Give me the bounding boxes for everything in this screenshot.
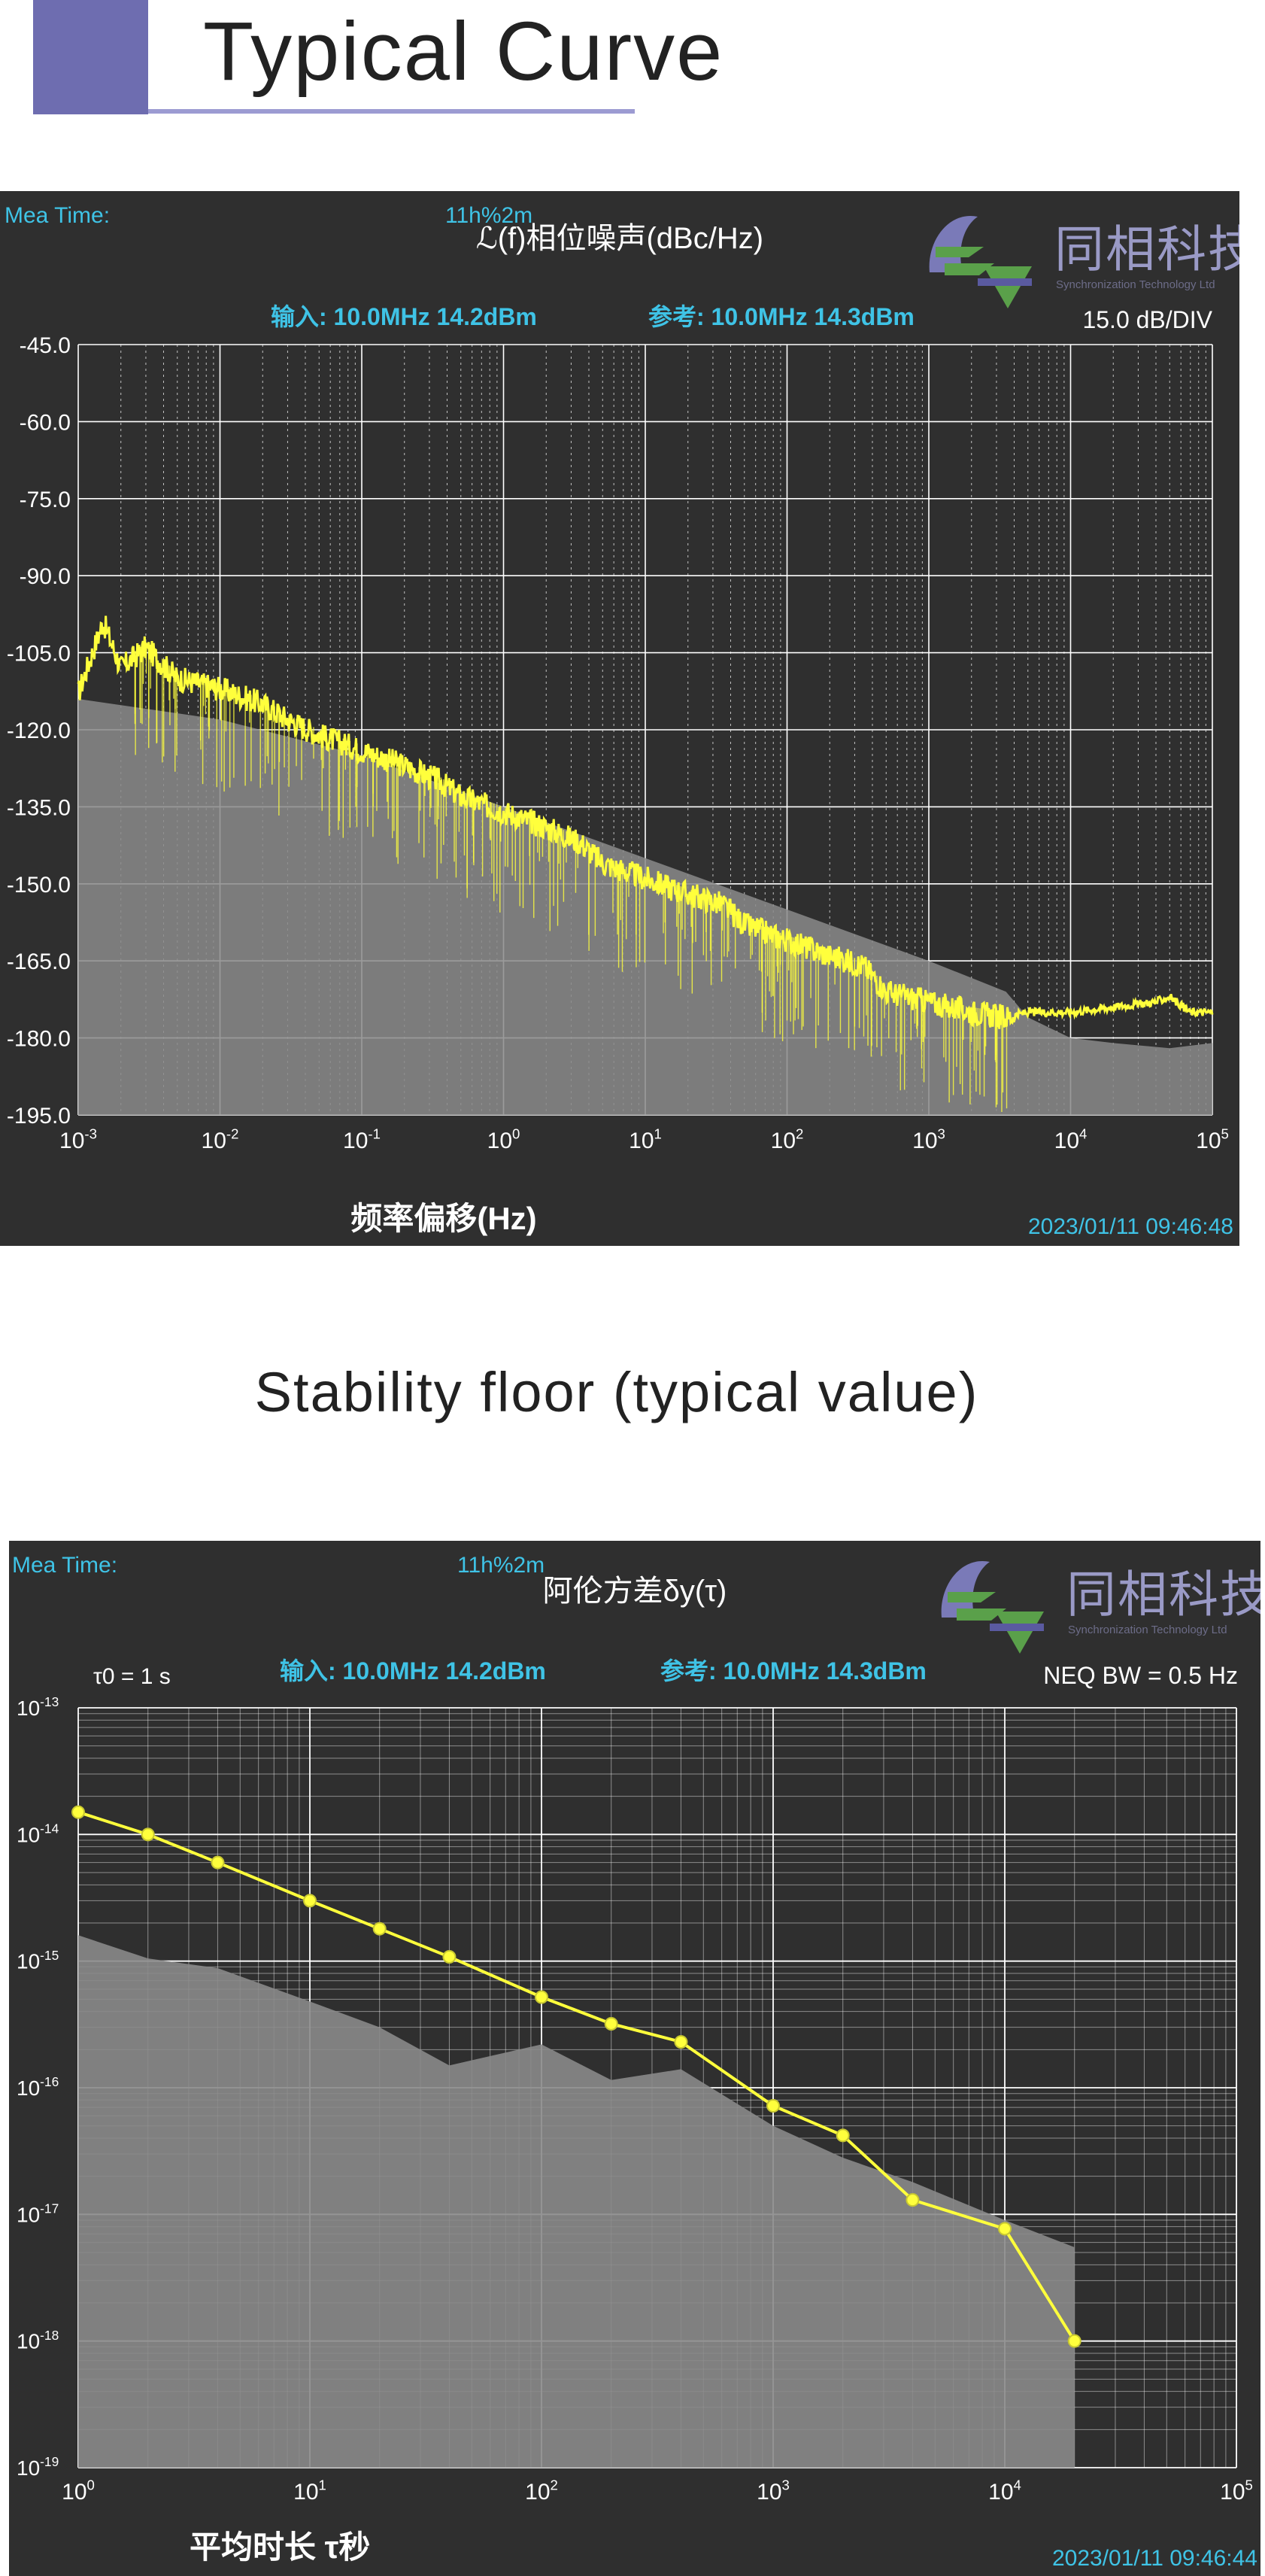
phase-y-tick-label: -105.0 <box>7 642 71 667</box>
allan-x-tick-label: 104 <box>988 2477 1021 2505</box>
phase-x-tick-label: 100 <box>487 1125 520 1153</box>
allan-data-point <box>1067 2334 1081 2348</box>
allan-ref-info: 参考: 10.0MHz 14.3dBm <box>660 1657 927 1684</box>
phase-input-info: 输入: 10.0MHz 14.2dBm <box>271 303 537 330</box>
allan-x-tick-label: 105 <box>1220 2477 1253 2505</box>
phase-y-tick-label: -75.0 <box>20 488 71 512</box>
allan-tick-labels: 100 101 102 103 104 105 10-13 10-14 10-15 10-16 10… <box>17 1694 1253 2505</box>
allan-chart-title: 阿伦方差δy(τ) <box>543 1575 727 1608</box>
section-title: Stability floor (typical value) <box>254 1361 979 1423</box>
phase-y-tick-label: -120.0 <box>7 718 71 743</box>
allan-data-point <box>372 1921 387 1936</box>
phase-noise-chart: -45.0 -60.0 -75.0 -90.0 -105.0 -120.0 -135.0 -1… <box>0 191 1239 1246</box>
allan-data-point <box>604 2016 618 2031</box>
phase-y-tick-label: -150.0 <box>7 873 71 898</box>
allan-bw-info: NEQ BW = 0.5 Hz <box>1043 1662 1238 1689</box>
phase-scale-info: 15.0 dB/DIV <box>1082 306 1212 333</box>
phase-chart-title: ℒ(f)相位噪声(dBc/Hz) <box>476 222 763 255</box>
allan-data-point <box>141 1827 155 1842</box>
allan-data-point <box>442 1950 457 1964</box>
phase-logo: 同相科技 Synchronization Technology Ltd <box>919 203 1239 308</box>
allan-series <box>71 1805 1081 2468</box>
allan-y-tick-label: 10-16 <box>17 2074 59 2100</box>
logo-mark-icon <box>929 215 1032 308</box>
allan-y-tick-label: 10-18 <box>17 2328 59 2353</box>
allan-x-tick-label: 101 <box>293 2477 326 2505</box>
allan-data-point <box>303 1894 317 1908</box>
allan-data-point <box>998 2222 1012 2236</box>
phase-y-tick-label: -195.0 <box>7 1104 71 1129</box>
phase-y-tick-label: -135.0 <box>7 795 71 820</box>
allan-logo-cn: 同相科技 <box>1066 1566 1260 1624</box>
phase-noise-plot: -45.0 -60.0 -75.0 -90.0 -105.0 -120.0 -135.0 -1… <box>5 203 1233 1239</box>
allan-x-tick-label: 102 <box>525 2477 558 2505</box>
allan-y-tick-label: 10-13 <box>17 1694 59 1720</box>
allan-measured-line <box>77 1810 1076 2342</box>
allan-y-tick-label: 10-19 <box>17 2454 59 2480</box>
phase-x-tick-label: 10-1 <box>343 1125 381 1153</box>
phase-y-tick-label: -180.0 <box>7 1027 71 1052</box>
phase-x-tick-label: 105 <box>1196 1125 1229 1153</box>
phase-y-tick-label: -45.0 <box>20 333 71 358</box>
phase-series <box>77 615 1214 1115</box>
allan-floor-area <box>78 1935 1075 2468</box>
phase-ref-info: 参考: 10.0MHz 14.3dBm <box>648 303 915 330</box>
phase-y-tick-label: -165.0 <box>7 949 71 974</box>
phase-y-tick-label: -90.0 <box>20 564 71 589</box>
phase-x-tick-label: 104 <box>1054 1125 1088 1153</box>
allan-y-tick-label: 10-15 <box>17 1948 59 1973</box>
phase-tick-labels: -45.0 -60.0 -75.0 -90.0 -105.0 -120.0 -135.0 -1… <box>7 333 1229 1153</box>
allan-tau0-info: τ0 = 1 s <box>93 1664 171 1689</box>
phase-timestamp: 2023/01/11 09:46:48 <box>1028 1214 1233 1239</box>
allan-x-tick-label: 100 <box>62 2477 95 2505</box>
phase-mea-time-label: Mea Time: <box>5 203 110 228</box>
allan-data-point <box>906 2193 920 2207</box>
phase-x-axis-label: 频率偏移(Hz) <box>350 1201 536 1236</box>
allan-mea-time-value: 11h%2m <box>457 1553 545 1578</box>
phase-x-tick-label: 10-3 <box>59 1125 97 1153</box>
allan-data-point <box>535 1990 548 2004</box>
phase-x-tick-label: 103 <box>912 1125 945 1153</box>
allan-data-point <box>71 1805 85 1819</box>
allan-timestamp: 2023/01/11 09:46:44 <box>1052 2546 1257 2571</box>
allan-x-tick-label: 103 <box>757 2477 790 2505</box>
allan-mea-time-label: Mea Time: <box>12 1553 117 1578</box>
allan-x-axis-label: 平均时长 τ秒 <box>190 2529 370 2565</box>
allan-y-tick-label: 10-17 <box>17 2201 59 2227</box>
allan-data-point <box>211 1855 225 1870</box>
page-title: Typical Curve <box>203 5 724 98</box>
phase-x-tick-label: 102 <box>771 1125 804 1153</box>
allan-data-point <box>836 2128 850 2143</box>
phase-logo-en: Synchronization Technology Ltd <box>1056 278 1215 291</box>
phase-logo-cn: 同相科技 <box>1054 220 1239 278</box>
allan-input-info: 输入: 10.0MHz 14.2dBm <box>280 1657 546 1684</box>
allan-deviation-chart: 100 101 102 103 104 105 10-13 10-14 10-15 10-16 10… <box>9 1541 1260 2576</box>
phase-x-tick-label: 101 <box>629 1125 662 1153</box>
allan-deviation-plot: 100 101 102 103 104 105 10-13 10-14 10-15 10-16 10… <box>12 1553 1257 2571</box>
allan-data-point <box>674 2035 688 2049</box>
phase-mea-time-value: 11h%2m <box>445 203 532 228</box>
header-underline <box>148 109 635 114</box>
allan-data-point <box>766 2099 780 2113</box>
phase-x-tick-label: 10-2 <box>202 1125 239 1153</box>
allan-logo: 同相科技 Synchronization Technology Ltd <box>931 1548 1260 1654</box>
logo-mark-icon <box>941 1560 1044 1654</box>
allan-y-tick-label: 10-14 <box>17 1821 59 1847</box>
allan-logo-en: Synchronization Technology Ltd <box>1068 1624 1227 1636</box>
header-accent-block <box>33 0 148 114</box>
phase-y-tick-label: -60.0 <box>20 410 71 435</box>
